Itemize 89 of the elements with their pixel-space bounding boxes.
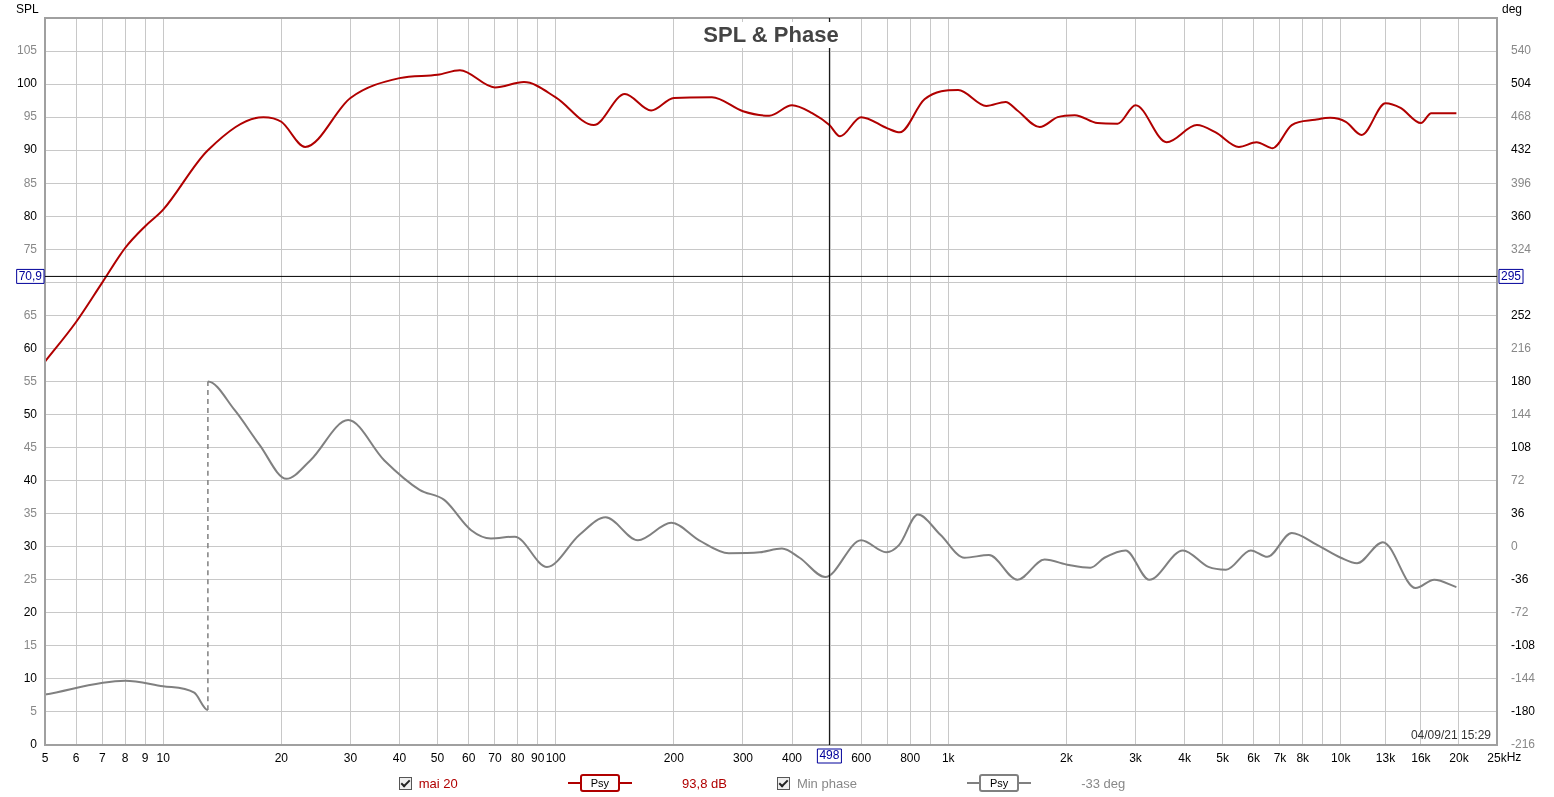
y-tick-label: 35 <box>23 505 38 520</box>
y2-tick-label: -216 <box>1511 737 1536 752</box>
y-tick-label: 60 <box>23 340 38 355</box>
y2-tick-label: 108 <box>1511 439 1532 454</box>
x-tick-label: 80 <box>510 750 525 765</box>
y-tick-label: 50 <box>23 406 38 421</box>
text: Min phase <box>796 775 857 791</box>
annotation: 04/09/21 15:29 <box>1410 728 1492 742</box>
y-tick-label: 80 <box>23 208 38 223</box>
x-tick-label: 70 <box>488 750 502 765</box>
y2-tick-label: 0 <box>1511 539 1518 554</box>
y-tick-label: 30 <box>23 539 38 554</box>
y2-tick-label: 432 <box>1511 142 1532 157</box>
chart-title: SPL & Phase <box>703 22 839 47</box>
x-tick-label: 50 <box>430 750 445 765</box>
y2-tick-label: 252 <box>1511 307 1532 322</box>
text: Psy <box>579 774 621 792</box>
x-tick-label: 90 <box>531 750 545 765</box>
y-tick-label: 95 <box>23 109 38 124</box>
y-tick-label: 40 <box>23 472 38 487</box>
y-tick-label: 15 <box>23 638 38 653</box>
x-tick-label: 6k <box>1247 750 1262 765</box>
x-tick-label: 300 <box>732 750 754 765</box>
x-tick-label: 800 <box>900 750 921 765</box>
y2-tick-label: 540 <box>1511 43 1532 58</box>
ref-line-label: 70,9 <box>18 268 43 283</box>
y-tick-label: 100 <box>16 76 38 91</box>
y-tick-label: 25 <box>23 572 38 587</box>
y2-tick-label: 72 <box>1511 472 1525 487</box>
x-tick-label: 6 <box>72 750 80 765</box>
y-tick-label: 5 <box>30 704 38 719</box>
text: mai 20 <box>418 775 458 791</box>
y-tick-label: 90 <box>23 142 38 157</box>
x-tick-label: 8k <box>1296 750 1311 765</box>
y2-tick-label: 180 <box>1511 373 1532 388</box>
text: Psy <box>978 774 1020 792</box>
y2-axis-title: deg <box>1502 2 1523 16</box>
y2-tick-label: -180 <box>1511 704 1536 719</box>
x-tick-label: 200 <box>663 750 685 765</box>
x-tick-label: 600 <box>851 750 872 765</box>
y2-tick-label: -72 <box>1511 605 1529 620</box>
y-tick-label: 65 <box>23 307 38 322</box>
x-tick-label: 3k <box>1129 750 1143 765</box>
x-tick-label: 20k <box>1449 750 1470 765</box>
x-tick-label: 7 <box>99 750 107 765</box>
y2-tick-label: 36 <box>1511 505 1525 520</box>
annotation: 295 <box>1501 268 1522 283</box>
x-axis-title: Hz <box>1506 750 1522 765</box>
x-tick-label: 25k <box>1487 750 1508 765</box>
y2-tick-label: 468 <box>1511 109 1532 124</box>
x-tick-label: 7k <box>1273 750 1288 765</box>
x-tick-label: 40 <box>392 750 407 765</box>
y-tick-label: 75 <box>23 241 38 256</box>
x-tick-label: 16k <box>1411 750 1432 765</box>
y-tick-label: 45 <box>23 439 38 454</box>
x-tick-label: 2k <box>1060 750 1074 765</box>
x-tick-label: 5 <box>41 750 49 765</box>
y2-tick-label: 144 <box>1511 406 1532 421</box>
y2-tick-label: -144 <box>1511 671 1536 686</box>
y-tick-label: 85 <box>23 175 38 190</box>
y-tick-label: 0 <box>30 737 38 752</box>
x-tick-label: 1k <box>941 750 956 765</box>
y-tick-label: 20 <box>23 605 38 620</box>
y2-tick-label: -108 <box>1511 638 1536 653</box>
x-tick-label: 4k <box>1178 750 1192 765</box>
y2-tick-label: 360 <box>1511 208 1532 223</box>
y-tick-label: 55 <box>23 373 38 388</box>
x-tick-label: 400 <box>782 750 803 765</box>
y2-tick-label: 216 <box>1511 340 1532 355</box>
x-tick-label: 5k <box>1216 750 1230 765</box>
x-tick-label: 10k <box>1331 750 1352 765</box>
x-tick-label: 8 <box>121 750 129 765</box>
y-tick-label: 105 <box>16 43 38 58</box>
x-tick-label: 30 <box>343 750 358 765</box>
y-axis-title: SPL <box>16 2 40 16</box>
x-tick-label: 10 <box>156 750 171 765</box>
x-tick-label: 13k <box>1375 750 1397 765</box>
text: 93,8 dB <box>682 775 727 791</box>
y2-tick-label: -36 <box>1511 572 1529 587</box>
x-tick-label: 100 <box>545 750 567 765</box>
y2-tick-label: 396 <box>1511 175 1532 190</box>
text: -33 deg <box>1081 775 1126 791</box>
y2-tick-label: 324 <box>1511 241 1532 256</box>
y-tick-label: 10 <box>23 671 38 686</box>
x-tick-label: 20 <box>274 750 289 765</box>
ref-line-label: 498 <box>819 748 840 763</box>
x-tick-label: 9 <box>141 750 149 765</box>
x-tick-label: 60 <box>461 750 476 765</box>
y2-tick-label: 504 <box>1511 76 1532 91</box>
